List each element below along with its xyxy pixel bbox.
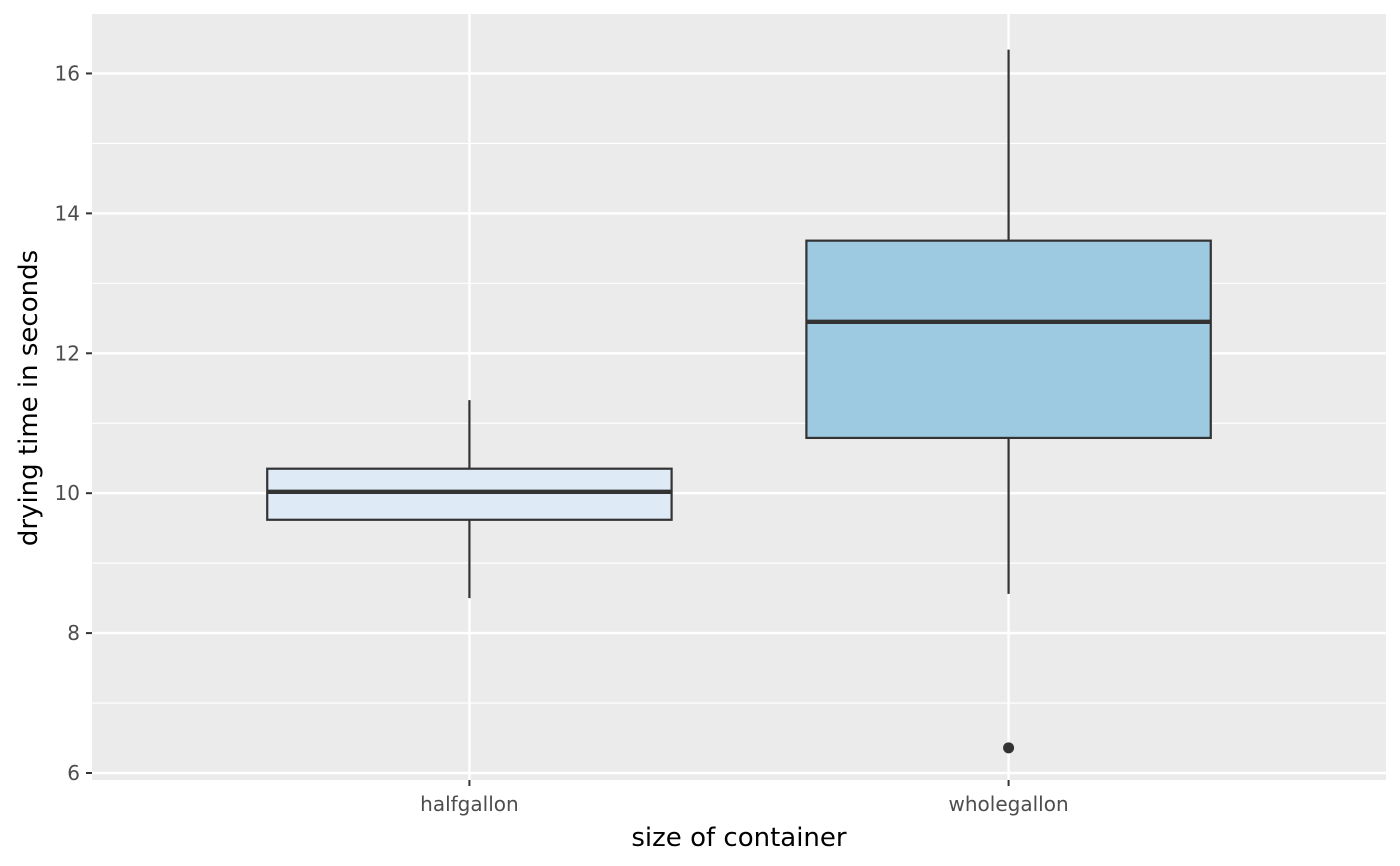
box-iqr — [805, 239, 1212, 440]
outlier-point — [1003, 742, 1015, 754]
x-axis: halfgallon wholegallon — [420, 780, 1069, 816]
box-wholegallon — [805, 49, 1212, 754]
box-series — [266, 49, 1212, 754]
y-tick-label: 6 — [67, 761, 80, 785]
box-halfgallon — [266, 400, 673, 599]
x-tick-label: wholegallon — [949, 792, 1069, 816]
y-tick-label: 8 — [67, 621, 80, 645]
y-axis: 6 8 10 12 14 16 — [55, 61, 92, 785]
y-tick-label: 10 — [55, 481, 80, 505]
y-tick-label: 14 — [55, 201, 80, 225]
y-axis-title: drying time in seconds — [14, 250, 44, 546]
x-axis-title: size of container — [631, 823, 847, 853]
box-iqr — [266, 467, 673, 521]
x-tick-label: halfgallon — [420, 792, 519, 816]
y-tick-label: 16 — [55, 61, 80, 85]
y-tick-label: 12 — [55, 341, 80, 365]
